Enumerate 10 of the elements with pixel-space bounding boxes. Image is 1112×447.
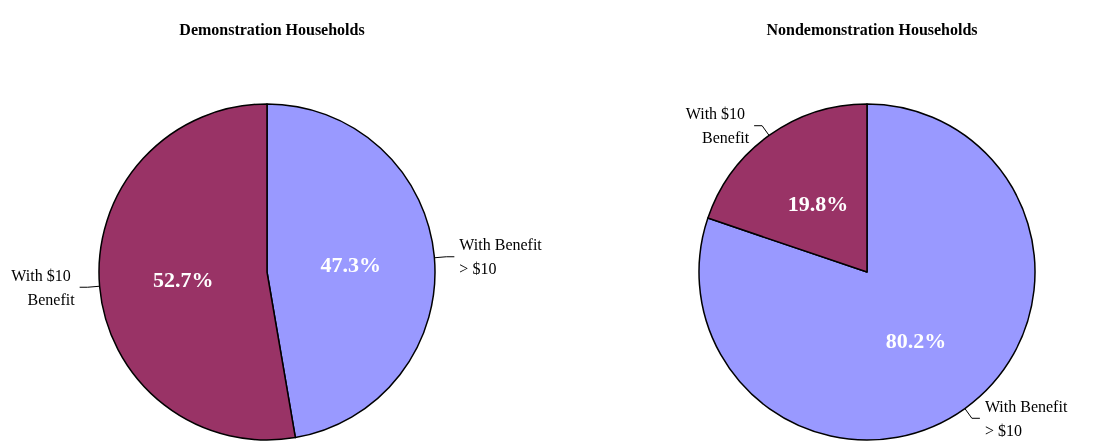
chart-title: Nondemonstration Households (766, 20, 978, 38)
slice-label: With Benefit > $10 (459, 236, 546, 278)
legend-label: With Benefit > $10 (984, 397, 1072, 439)
data-label: 19.8% (787, 191, 849, 217)
slice-label: With $10 Benefit (685, 105, 750, 147)
data-label: 47.3% (320, 252, 381, 278)
data-label: 52.7% (153, 266, 214, 292)
chart-title: Demonstration Households (179, 20, 365, 38)
data-label: 80.2% (885, 327, 947, 353)
slice-label: With $10 Benefit (11, 266, 76, 308)
